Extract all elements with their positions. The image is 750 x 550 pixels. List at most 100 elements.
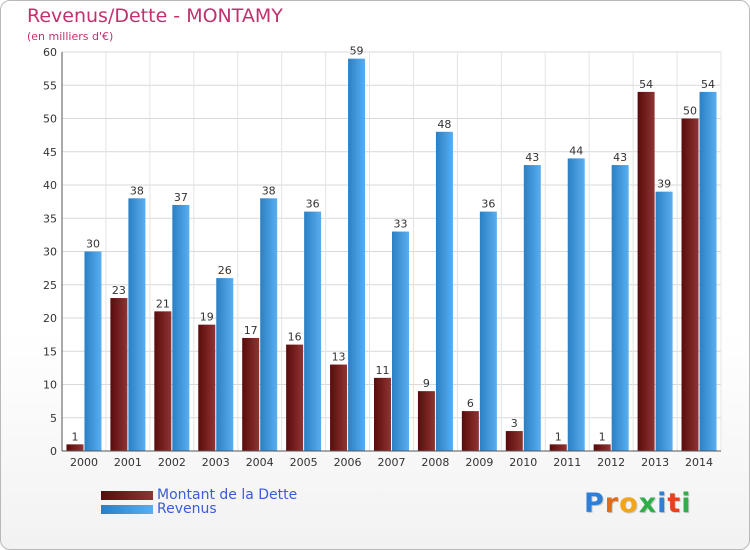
y-tick-label: 40 [43, 179, 57, 192]
logo-letter: r [604, 488, 620, 519]
data-label-debt: 1 [599, 430, 606, 443]
data-label-revenue: 48 [437, 118, 451, 131]
x-tick-label: 2003 [202, 456, 230, 469]
data-label-revenue: 44 [569, 144, 583, 157]
data-label-debt: 11 [376, 364, 390, 377]
legend-label-debt: Montant de la Dette [157, 487, 298, 503]
bar-revenue [655, 191, 673, 451]
y-tick-label: 0 [50, 445, 57, 458]
data-label-revenue: 43 [613, 151, 627, 164]
bar-revenue [523, 165, 541, 452]
bar-debt [505, 431, 523, 451]
bar-debt [681, 118, 699, 451]
data-label-revenue: 54 [701, 78, 715, 91]
chart-title: Revenus/Dette - MONTAMY [27, 5, 283, 27]
data-label-debt: 16 [288, 331, 302, 344]
bar-debt [242, 337, 260, 451]
bar-revenue [304, 211, 322, 451]
x-tick-label: 2002 [158, 456, 186, 469]
bar-debt [461, 411, 479, 451]
data-label-revenue: 38 [262, 184, 276, 197]
x-tick-label: 2007 [378, 456, 406, 469]
legend-item-revenue: Revenus [101, 501, 217, 517]
bar-revenue [348, 58, 366, 452]
bar-revenue [128, 198, 146, 451]
y-tick-label: 25 [43, 279, 57, 292]
y-tick-label: 55 [43, 79, 57, 92]
logo-letter: t [667, 488, 682, 519]
bar-revenue [699, 91, 717, 452]
bar-debt [549, 444, 567, 451]
bar-debt [198, 324, 216, 451]
data-label-debt: 1 [71, 430, 78, 443]
x-tick-label: 2004 [246, 456, 274, 469]
x-tick-label: 2012 [597, 456, 625, 469]
data-label-revenue: 43 [525, 151, 539, 164]
bar-debt [110, 298, 128, 451]
legend-swatch-revenue [101, 504, 153, 514]
data-label-debt: 19 [200, 311, 214, 324]
bar-revenue [479, 211, 497, 451]
bar-debt [286, 344, 304, 451]
x-tick-label: 2009 [465, 456, 493, 469]
x-tick-label: 2005 [290, 456, 318, 469]
bar-revenue [216, 278, 234, 451]
data-label-revenue: 26 [218, 264, 232, 277]
bar-debt [330, 364, 348, 451]
data-label-debt: 50 [683, 105, 697, 118]
data-label-revenue: 30 [86, 238, 100, 251]
legend-label-revenue: Revenus [157, 501, 217, 517]
bar-debt [417, 391, 435, 451]
x-tick-label: 2013 [641, 456, 669, 469]
bar-revenue [84, 251, 102, 451]
bar-revenue [260, 198, 278, 451]
x-tick-label: 2006 [334, 456, 362, 469]
y-tick-label: 10 [43, 379, 57, 392]
logo-letter: o [619, 488, 639, 519]
y-tick-label: 5 [50, 412, 57, 425]
logo-letter: x [638, 488, 658, 519]
x-tick-label: 2010 [509, 456, 537, 469]
y-tick-label: 30 [43, 246, 57, 259]
y-tick-label: 20 [43, 312, 57, 325]
data-label-revenue: 36 [306, 198, 320, 211]
x-tick-label: 2000 [70, 456, 98, 469]
data-label-debt: 1 [555, 430, 562, 443]
x-tick-label: 2011 [553, 456, 581, 469]
data-label-debt: 13 [332, 351, 346, 364]
bar-debt [593, 444, 611, 451]
legend-swatch-debt [101, 490, 153, 500]
bar-revenue [392, 231, 409, 451]
y-tick-label: 35 [43, 212, 57, 225]
data-label-revenue: 33 [394, 218, 408, 231]
proxiti-logo: Proxiti [584, 488, 692, 519]
bar-revenue [611, 165, 629, 452]
data-label-debt: 21 [156, 297, 170, 310]
data-label-debt: 54 [639, 78, 653, 91]
bar-revenue [567, 158, 585, 451]
data-label-debt: 3 [511, 417, 518, 430]
data-label-revenue: 59 [350, 45, 364, 58]
y-tick-label: 45 [43, 146, 57, 159]
bar-debt [374, 377, 391, 451]
data-label-debt: 9 [423, 377, 430, 390]
bar-debt [66, 444, 84, 451]
data-label-revenue: 39 [657, 178, 671, 191]
x-tick-label: 2014 [685, 456, 713, 469]
data-label-debt: 6 [467, 397, 474, 410]
logo-letter: P [584, 488, 605, 519]
x-tick-label: 2008 [421, 456, 449, 469]
x-tick-label: 2001 [114, 456, 142, 469]
chart-subtitle: (en milliers d'€) [27, 30, 114, 43]
logo-letter: i [657, 488, 668, 519]
data-label-revenue: 38 [130, 184, 144, 197]
bar-revenue [435, 131, 453, 452]
bar-debt [154, 311, 172, 451]
data-label-debt: 17 [244, 324, 258, 337]
y-tick-label: 60 [43, 46, 57, 59]
y-tick-label: 15 [43, 345, 57, 358]
data-label-revenue: 37 [174, 191, 188, 204]
bar-debt [637, 91, 655, 452]
